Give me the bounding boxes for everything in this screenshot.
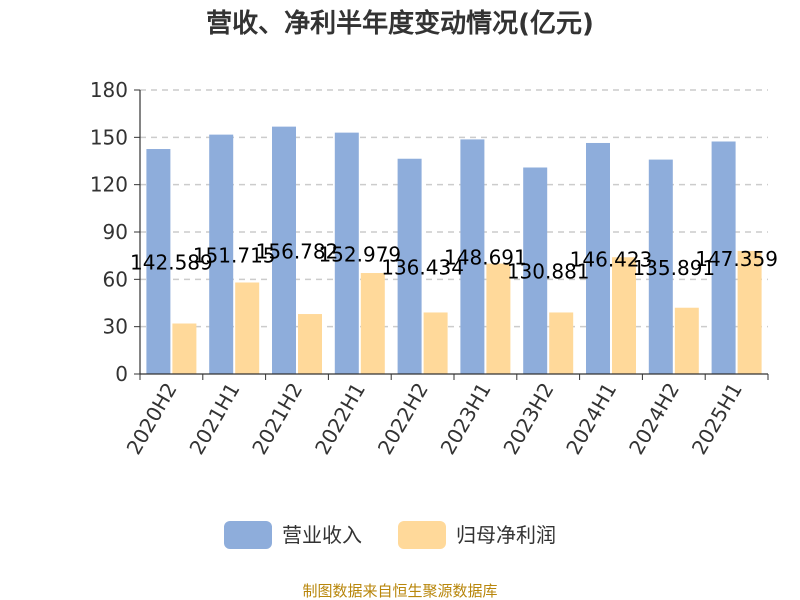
bar-net-profit[interactable] [172,323,197,374]
grid-lines [140,89,768,328]
legend-swatch-net-profit[interactable] [398,521,446,549]
bar-revenue[interactable] [272,126,296,374]
bar-revenue[interactable] [711,141,736,374]
data-label-revenue: 136.434 [381,255,464,279]
bar-revenue[interactable] [523,167,548,374]
x-tick-label: 2023H2 [498,379,558,459]
y-tick-label: 60 [103,267,128,291]
bar-revenue[interactable] [209,134,234,374]
bar-net-profit[interactable] [737,250,762,374]
x-tick-label: 2022H1 [310,379,370,459]
y-tick-label: 30 [103,315,128,339]
bar-revenue[interactable] [334,132,359,374]
data-label-revenue: 147.359 [695,247,778,271]
x-tick-label: 2020H2 [122,379,182,459]
data-label-revenue: 148.691 [444,246,527,270]
legend[interactable]: 营业收入 归母净利润 [224,521,556,549]
bar-net-profit[interactable] [612,257,636,374]
bar-net-profit[interactable] [674,307,699,374]
bar-revenue[interactable] [460,139,485,374]
bar-revenue[interactable] [397,158,422,374]
bar-net-profit[interactable] [486,263,511,374]
bars [146,126,762,374]
y-tick-label: 0 [115,362,128,386]
x-tick-label: 2024H2 [624,379,684,459]
source-note: 制图数据来自恒生聚源数据库 [302,582,497,600]
y-tick-label: 90 [103,220,128,244]
data-label-revenue: 156.782 [256,239,339,263]
x-tick-label: 2021H2 [247,379,307,459]
bar-net-profit[interactable] [549,312,574,374]
data-labels: 142.589151.715156.782152.979136.434148.6… [130,239,778,283]
chart-title: 营收、净利半年度变动情况(亿元) [206,8,594,39]
x-tick-label: 2024H1 [561,379,621,459]
x-tick-label: 2025H1 [687,379,747,459]
x-tick-label: 2022H2 [373,379,433,459]
legend-label-revenue[interactable]: 营业收入 [282,523,362,547]
legend-swatch-revenue[interactable] [224,521,272,549]
bar-net-profit[interactable] [298,314,322,374]
data-label-revenue: 152.979 [318,242,401,266]
bar-revenue[interactable] [586,142,610,374]
data-label-revenue: 130.881 [507,260,590,284]
data-label-revenue: 135.891 [632,256,715,280]
data-label-revenue: 151.715 [193,243,276,267]
bar-revenue[interactable] [146,149,171,374]
x-tick-label: 2023H1 [436,379,496,459]
data-label-revenue: 146.423 [570,247,653,271]
y-tick-label: 180 [90,78,128,102]
y-tick-label: 120 [90,173,128,197]
bar-revenue[interactable] [648,159,673,374]
legend-label-net-profit[interactable]: 归母净利润 [456,523,556,547]
x-tick-label: 2021H1 [184,379,244,459]
bar-net-profit[interactable] [423,312,448,374]
data-label-revenue: 142.589 [130,251,213,275]
bar-net-profit[interactable] [235,282,260,374]
bar-net-profit[interactable] [360,273,385,374]
y-tick-label: 150 [90,125,128,149]
